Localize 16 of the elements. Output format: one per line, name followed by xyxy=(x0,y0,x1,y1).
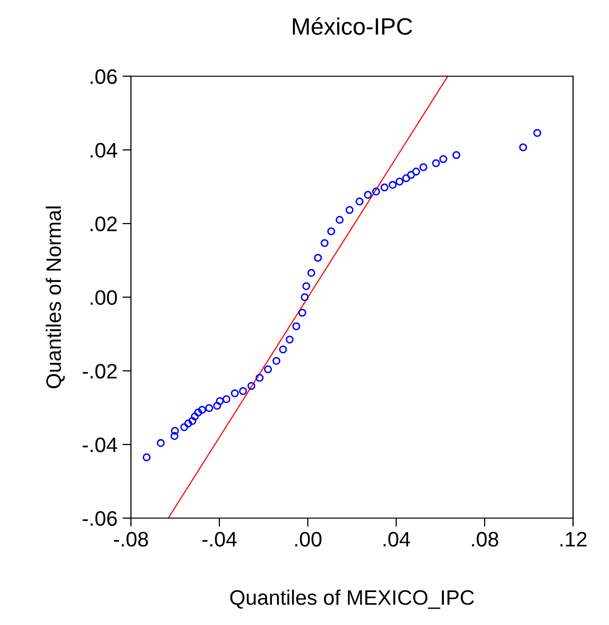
y-tick-label: -.04 xyxy=(82,437,118,452)
y-tick-label: .00 xyxy=(90,290,117,305)
x-tick-label: .12 xyxy=(560,532,587,546)
x-tick-label: -.08 xyxy=(114,532,148,547)
y-tick-label: -.06 xyxy=(82,511,117,526)
y-tick-label: -.02 xyxy=(82,364,117,379)
y-tick-label: .06 xyxy=(90,69,117,84)
chart-title: México-IPC xyxy=(292,17,412,35)
x-tick-label: .04 xyxy=(384,532,410,547)
y-tick-label: .02 xyxy=(90,216,117,232)
x-tick-label: .00 xyxy=(295,532,322,547)
x-axis-title: Quantiles of MEXICO_IPC xyxy=(230,590,474,609)
x-tick-label: .08 xyxy=(472,532,498,547)
y-axis-title: Quantiles of Normal xyxy=(46,206,65,388)
y-tick-label: .04 xyxy=(90,142,118,158)
x-tick-label: -.04 xyxy=(202,532,237,547)
